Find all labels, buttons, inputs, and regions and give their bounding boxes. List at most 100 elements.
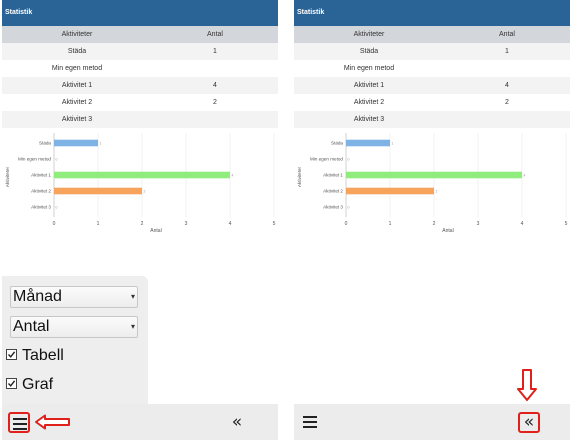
annotation-arrow-down-icon (517, 369, 537, 401)
count-cell: 1 (213, 48, 217, 55)
bar (346, 187, 434, 195)
checkmark-icon (7, 351, 16, 359)
bar (346, 139, 390, 147)
y-tick-label: Aktivitet 1 (31, 173, 51, 178)
count-cell (444, 111, 570, 128)
y-tick-label: Aktivitet 2 (31, 189, 51, 194)
y-axis-title: Aktiviteter (297, 166, 302, 187)
data-label: 2 (144, 190, 146, 194)
right-screen: Statistik Aktiviteter Antal Städa 1 Min … (294, 0, 570, 440)
dropdown-caret-icon: ▾ (130, 322, 135, 331)
table-checkbox-row[interactable]: Tabell (6, 346, 64, 366)
x-tick-label: 2 (433, 221, 436, 227)
bar-chart: 0 1 2 3 4 5 Städa 1 Min egen metod 0 Aktivitet 1 4 A… (5, 133, 276, 234)
bar (54, 187, 142, 195)
y-tick-label: Städa (331, 141, 343, 146)
column-header-activities: Aktiviteter (353, 31, 385, 38)
count-cell (152, 60, 278, 77)
checkmark-icon (7, 380, 16, 388)
x-tick-label: 4 (521, 221, 524, 227)
x-tick-label: 0 (345, 221, 348, 227)
y-tick-label: Aktivitet 2 (323, 189, 343, 194)
table-row: Aktivitet 2 2 (294, 94, 570, 111)
double-chevron-left-icon[interactable]: « (518, 412, 540, 433)
count-cell (152, 111, 278, 128)
count-cell (444, 60, 570, 77)
count-cell: 1 (505, 48, 509, 55)
data-label: 1 (100, 142, 102, 146)
bar (346, 171, 522, 179)
dropdown-caret-icon: ▾ (130, 292, 135, 301)
column-header-count: Antal (207, 31, 223, 38)
y-tick-label: Städa (39, 141, 51, 146)
period-select-value: Månad (13, 288, 62, 305)
x-tick-label: 4 (229, 221, 232, 227)
x-tick-label: 0 (53, 221, 56, 227)
data-label: 0 (348, 206, 350, 210)
y-tick-label: Aktivitet 3 (31, 205, 51, 210)
hamburger-menu-icon[interactable] (302, 414, 320, 430)
data-label: 0 (348, 158, 350, 162)
y-tick-label: Aktivitet 3 (323, 205, 343, 210)
graph-checkbox[interactable] (6, 378, 17, 390)
x-axis-title: Antal (442, 228, 453, 234)
table-checkbox-label: Tabell (22, 347, 64, 364)
x-tick-label: 5 (273, 221, 276, 227)
page-title: Statistik (2, 0, 278, 26)
hamburger-menu-icon[interactable] (8, 412, 30, 433)
activity-cell: Aktivitet 2 (61, 99, 93, 106)
y-tick-label: Aktivitet 1 (323, 173, 343, 178)
table-row: Aktivitet 3 (294, 111, 570, 128)
table-row: Aktivitet 2 2 (2, 94, 278, 111)
data-label: 4 (524, 174, 526, 178)
activity-cell: Aktivitet 2 (353, 99, 385, 106)
table-row: Min egen metod (2, 60, 278, 77)
table-header-row: Aktiviteter Antal (2, 26, 278, 43)
x-tick-label: 2 (141, 221, 144, 227)
table-row: Aktivitet 1 4 (294, 77, 570, 94)
activity-cell: Aktivitet 3 (353, 116, 385, 123)
graph-checkbox-label: Graf (22, 376, 54, 393)
bar (54, 171, 230, 179)
table-row: Städa 1 (294, 43, 570, 60)
table-checkbox[interactable] (6, 349, 17, 361)
x-tick-label: 3 (477, 221, 480, 227)
stats-table: Aktiviteter Antal Städa 1 Min egen metod… (294, 26, 570, 128)
count-cell: 2 (213, 99, 217, 106)
table-row: Aktivitet 3 (2, 111, 278, 128)
double-chevron-left-icon[interactable]: « (231, 412, 243, 432)
activity-cell: Städa (67, 48, 87, 55)
table-row: Aktivitet 1 4 (2, 77, 278, 94)
table-row: Min egen metod (294, 60, 570, 77)
activity-cell: Min egen metod (51, 65, 103, 72)
x-axis-title: Antal (150, 228, 161, 234)
y-axis-title: Aktiviteter (5, 166, 10, 187)
bottom-toolbar: « (2, 404, 278, 440)
x-tick-label: 1 (389, 221, 392, 227)
column-header-activities: Aktiviteter (61, 31, 93, 38)
count-cell: 4 (505, 82, 509, 89)
data-label: 2 (436, 190, 438, 194)
activity-cell: Städa (359, 48, 379, 55)
stats-table: Aktiviteter Antal Städa 1 Min egen metod… (2, 26, 278, 128)
bottom-toolbar: « (294, 404, 570, 440)
period-select[interactable]: Månad ▾ (10, 286, 138, 308)
bar-chart: 0 1 2 3 4 5 Städa 1 Min egen metod 0 Aktivitet 1 4 A… (297, 133, 568, 234)
count-cell: 2 (505, 99, 509, 106)
annotation-arrow-left-icon (35, 414, 70, 430)
column-header-count: Antal (499, 31, 515, 38)
y-tick-label: Min egen metod (310, 157, 343, 162)
bar (54, 139, 98, 147)
measure-select[interactable]: Antal ▾ (10, 316, 138, 338)
graph-checkbox-row[interactable]: Graf (6, 375, 53, 395)
activity-cell: Aktivitet 3 (61, 116, 93, 123)
activity-cell: Aktivitet 1 (61, 82, 93, 89)
options-drawer: Månad ▾ Antal ▾ Tabell Graf (2, 276, 148, 404)
data-label: 1 (392, 142, 394, 146)
x-tick-label: 1 (97, 221, 100, 227)
page-title: Statistik (294, 0, 570, 26)
data-label: 0 (56, 158, 58, 162)
activity-cell: Aktivitet 1 (353, 82, 385, 89)
table-row: Städa 1 (2, 43, 278, 60)
activity-cell: Min egen metod (343, 65, 395, 72)
